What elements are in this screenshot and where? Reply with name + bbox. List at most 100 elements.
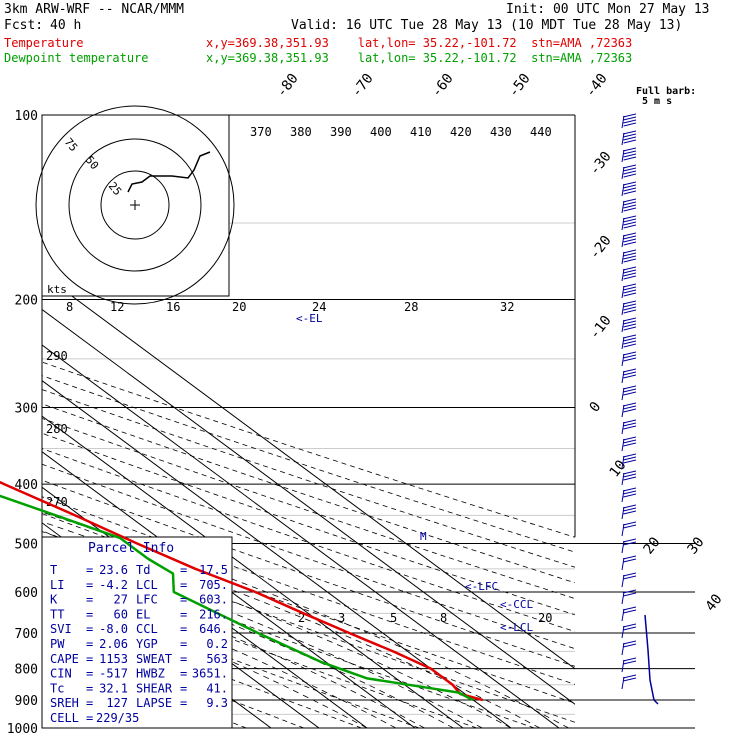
- wind-barb: [621, 300, 637, 316]
- parcel-value: 1153: [99, 652, 128, 666]
- hodograph-units: kts: [47, 283, 67, 296]
- dry-adiabat: [42, 403, 575, 584]
- wind-barb: [621, 266, 637, 282]
- parcel-key: TT: [50, 607, 64, 621]
- theta-label: 420: [450, 125, 472, 139]
- parcel-eq: =: [180, 637, 187, 651]
- mixing-ratio-label: 20: [232, 300, 246, 314]
- pressure-tick-100: 100: [15, 109, 38, 124]
- parcel-key: CAPE: [50, 652, 79, 666]
- el-marker: <-EL: [296, 312, 323, 325]
- isotherm: [42, 379, 512, 728]
- theta-label: 390: [330, 125, 352, 139]
- temperature-location: x,y=369.38,351.93 lat,lon= 35.22,-101.72…: [206, 36, 633, 50]
- parcel-key: SREH: [50, 696, 79, 710]
- isotherm-label: 30: [685, 534, 708, 557]
- isotherm-label: -70: [349, 71, 377, 101]
- wind-barb: [621, 283, 637, 299]
- parcel-value: 603.: [199, 593, 228, 607]
- low-mixing-label: 20: [538, 611, 552, 625]
- mixing-ratio-label: 8: [66, 300, 73, 314]
- parcel-value: 9.3: [206, 696, 228, 710]
- parcel-eq: =: [86, 652, 93, 666]
- parcel-value: 17.5: [199, 563, 228, 577]
- low-mixing-label: 5: [390, 611, 397, 625]
- hodograph-trace: [127, 151, 211, 193]
- parcel-key: HWBZ: [136, 667, 165, 681]
- parcel-value: 127: [106, 696, 128, 710]
- m-marker: M: [420, 530, 427, 543]
- parcel-eq: =: [180, 667, 187, 681]
- parcel-eq: =: [86, 563, 93, 577]
- low-mixing-label: 2: [298, 611, 305, 625]
- hodograph-ring: [35, 105, 235, 305]
- wind-barb: [621, 640, 637, 656]
- wind-barb: [621, 181, 637, 197]
- parcel-info-title: Parcel Info: [88, 541, 174, 556]
- dewpoint-location: x,y=369.38,351.93 lat,lon= 35.22,-101.72…: [206, 51, 633, 65]
- wind-barb: [621, 351, 637, 367]
- wind-barb: [621, 334, 637, 350]
- theta-label: 400: [370, 125, 392, 139]
- isotherm: [42, 344, 560, 728]
- parcel-value: 705.: [199, 578, 228, 592]
- mixing-ratio-label: 28: [404, 300, 418, 314]
- parcel-value: 2.06: [99, 637, 128, 651]
- isotherm-label: -10: [587, 313, 615, 343]
- parcel-eq: =: [180, 652, 187, 666]
- parcel-value: 216.: [199, 607, 228, 621]
- isotherm-label: 20: [641, 534, 664, 557]
- isotherm-label: -20: [587, 233, 615, 263]
- parcel-eq: =: [86, 667, 93, 681]
- parcel-key: LI: [50, 578, 64, 592]
- valid-time: Valid: 16 UTC Tue 28 May 13 (10 MDT Tue …: [291, 18, 683, 33]
- wind-barb: [621, 249, 637, 265]
- wind-barb: [621, 113, 637, 129]
- wind-barb: [621, 555, 637, 571]
- parcel-value: 23.6: [99, 563, 128, 577]
- parcel-key: Td: [136, 563, 150, 577]
- parcel-key: SHEAR: [136, 681, 173, 695]
- hodograph-ring: [68, 138, 202, 272]
- theta-label: 440: [530, 125, 552, 139]
- parcel-eq: =: [86, 711, 93, 725]
- ccl-marker: <-CCL: [500, 598, 533, 611]
- theta-label: 410: [410, 125, 432, 139]
- wind-barb: [621, 215, 637, 231]
- parcel-key: YGP: [136, 637, 158, 651]
- mixing-ratio-label: 32: [500, 300, 514, 314]
- dewpoint-line: [0, 494, 474, 702]
- isotherm: [42, 273, 575, 670]
- wind-barb: [621, 657, 637, 673]
- parcel-eq: =: [86, 578, 93, 592]
- wind-barb: [621, 606, 637, 622]
- wind-barb: [621, 470, 637, 486]
- isotherm: [42, 308, 575, 705]
- dry-adiabat: [42, 513, 575, 704]
- pressure-tick-500: 500: [15, 537, 38, 552]
- parcel-value: 0.2: [206, 637, 228, 651]
- dewpoint-legend-label: Dewpoint temperature: [4, 51, 149, 65]
- parcel-eq: =: [86, 622, 93, 636]
- parcel-key: EL: [136, 607, 150, 621]
- wind-barb: [621, 368, 637, 384]
- parcel-value: 27: [114, 593, 128, 607]
- wind-barb: [621, 164, 637, 180]
- mixing-ratio-label: 24: [312, 300, 326, 314]
- parcel-value: 646.: [199, 622, 228, 636]
- parcel-key: Tc: [50, 681, 64, 695]
- theta-label: 370: [250, 125, 272, 139]
- wind-barb: [621, 402, 637, 418]
- isotherm-label: 10: [607, 457, 630, 480]
- parcel-key: T: [50, 563, 57, 577]
- wind-barb: [621, 147, 637, 163]
- wind-barb-legend: Full barb:: [636, 86, 696, 97]
- low-level-barbs: [644, 614, 659, 705]
- parcel-key: CELL: [50, 711, 79, 725]
- theta-label: 430: [490, 125, 512, 139]
- parcel-eq: =: [86, 681, 93, 695]
- hodograph-ring: [100, 170, 170, 240]
- wind-barb: [621, 504, 637, 520]
- isotherm-label: 0: [587, 399, 605, 415]
